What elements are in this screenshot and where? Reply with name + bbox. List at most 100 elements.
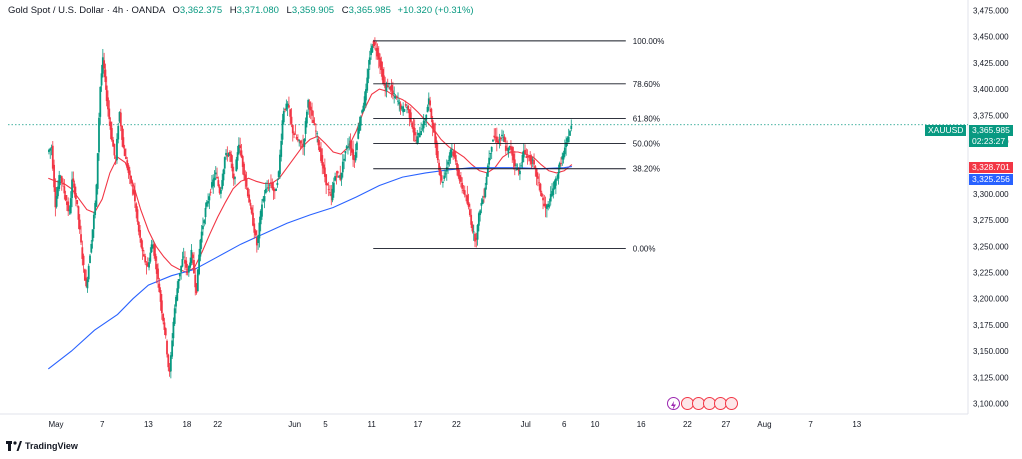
candle-body xyxy=(474,233,476,242)
y-tick-label: 3,200.000 xyxy=(973,295,1009,304)
candle-body xyxy=(497,140,500,144)
candle-body xyxy=(270,182,272,185)
lightning-event-icon[interactable] xyxy=(667,397,680,410)
candle-body xyxy=(374,41,376,45)
candle-body xyxy=(486,165,489,177)
fib-level-label: 100.00% xyxy=(633,37,665,46)
candle-body xyxy=(154,253,157,261)
candle-body xyxy=(540,192,543,197)
candle-body xyxy=(449,150,452,158)
candle-body xyxy=(429,100,431,106)
candle-body xyxy=(231,163,234,172)
candle-body xyxy=(395,96,398,98)
candle-body xyxy=(128,170,131,176)
change-value: +10.320 (+0.31%) xyxy=(397,5,474,16)
candle-body xyxy=(357,128,360,139)
candle-body xyxy=(365,89,367,101)
candle-body xyxy=(99,86,102,117)
candle-body xyxy=(196,269,199,292)
candle-body xyxy=(504,145,507,151)
candle-body xyxy=(284,108,286,111)
candle-body xyxy=(309,106,312,111)
candle-body xyxy=(198,254,200,275)
candle-body xyxy=(452,151,455,156)
candle-body xyxy=(508,146,511,148)
candle-body xyxy=(326,183,329,186)
candle-body xyxy=(236,152,239,161)
candle-body xyxy=(475,237,478,240)
candle-body xyxy=(295,137,298,139)
y-tick-label: 3,125.000 xyxy=(973,373,1009,382)
candle-body xyxy=(101,57,104,74)
candle-body xyxy=(524,149,526,154)
open-label: O xyxy=(172,5,180,16)
candle-body xyxy=(398,102,401,105)
candle-body xyxy=(522,150,525,158)
candle-body xyxy=(516,169,519,171)
candle-body xyxy=(226,154,229,157)
candle-body xyxy=(340,172,343,180)
candle-body xyxy=(411,122,414,128)
candle-body xyxy=(289,109,292,117)
candle-body xyxy=(519,170,521,175)
candle-body xyxy=(83,269,86,281)
candle-body xyxy=(363,96,366,106)
candle-body xyxy=(354,152,357,161)
candle-body xyxy=(503,136,506,143)
candle-body xyxy=(303,138,306,147)
candle-body xyxy=(368,57,371,65)
candle-body xyxy=(193,260,195,274)
candle-body xyxy=(311,110,313,116)
candle-body xyxy=(91,229,94,242)
candle-body xyxy=(262,198,265,202)
candle-body xyxy=(322,164,325,169)
candle-body xyxy=(490,146,493,152)
candle-body xyxy=(117,126,120,140)
candle-body xyxy=(239,145,242,149)
candle-body xyxy=(276,182,279,186)
candle-body xyxy=(121,125,123,140)
candle-body xyxy=(426,106,429,113)
candle-body xyxy=(548,205,551,207)
candle-body xyxy=(408,109,411,118)
candle-body xyxy=(146,262,149,267)
candle-body xyxy=(431,120,434,129)
us-flag-event-icon[interactable] xyxy=(725,397,738,410)
candle-body xyxy=(235,159,238,172)
candle-body xyxy=(218,186,221,194)
candle-body xyxy=(268,184,271,186)
candle-body xyxy=(253,223,256,233)
candle-body xyxy=(341,161,344,173)
candle-body xyxy=(536,176,539,179)
candle-body xyxy=(566,138,569,142)
candle-body xyxy=(166,340,168,355)
last-price-badge: 3,365.985 xyxy=(969,125,1013,136)
candle-body xyxy=(376,47,379,57)
candle-body xyxy=(69,198,72,214)
candle-body xyxy=(86,279,89,289)
tradingview-brand[interactable]: TradingView xyxy=(6,441,78,451)
candle-body xyxy=(227,152,230,156)
candle-body xyxy=(330,193,333,197)
candle-body xyxy=(66,201,68,205)
candle-body xyxy=(48,149,50,153)
candle-body xyxy=(397,100,399,102)
candle-body xyxy=(126,160,129,169)
candle-body xyxy=(299,140,302,144)
candle-body xyxy=(230,154,233,162)
candle-body xyxy=(90,243,93,253)
candle-body xyxy=(181,259,184,267)
candle-body xyxy=(347,146,349,148)
candle-body xyxy=(279,154,281,175)
candle-body xyxy=(472,231,475,233)
candle-body xyxy=(222,169,225,181)
candle-body xyxy=(107,97,109,110)
candle-body xyxy=(109,121,112,130)
candle-body xyxy=(178,273,181,277)
y-tick-label: 3,225.000 xyxy=(973,269,1009,278)
candle-body xyxy=(325,174,328,186)
candle-body xyxy=(447,161,449,165)
candle-body xyxy=(51,145,54,169)
candle-body xyxy=(343,158,346,161)
